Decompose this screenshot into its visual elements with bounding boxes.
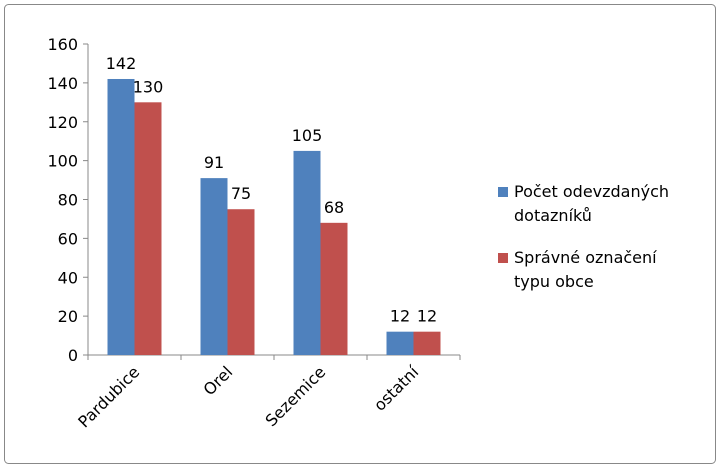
y-tick-label: 0	[68, 346, 78, 365]
y-tick-label: 80	[58, 191, 78, 210]
y-tick-label: 40	[58, 268, 78, 287]
legend-item: Počet odevzdaných dotazníků	[498, 180, 673, 228]
y-tick-label: 60	[58, 229, 78, 248]
legend-swatch	[498, 187, 508, 197]
data-label: 12	[417, 307, 437, 326]
bar	[134, 102, 162, 355]
bar	[320, 222, 348, 355]
legend-item: Správné označení typu obce	[498, 246, 673, 294]
data-label: 91	[204, 153, 224, 172]
data-label: 75	[231, 184, 251, 203]
legend-label: Počet odevzdaných dotazníků	[514, 182, 670, 225]
bar	[227, 209, 255, 355]
bar	[293, 150, 321, 355]
bar	[107, 78, 135, 356]
y-tick-label: 100	[47, 152, 78, 171]
bar	[413, 331, 441, 355]
chart-border	[4, 4, 716, 464]
legend: Počet odevzdaných dotazníků Správné označ…	[498, 180, 673, 312]
data-label: 68	[324, 198, 344, 217]
y-tick-label: 120	[47, 113, 78, 132]
y-tick-label: 160	[47, 35, 78, 54]
bar	[200, 178, 228, 355]
y-tick-label: 140	[47, 74, 78, 93]
y-tick-label: 20	[58, 307, 78, 326]
legend-swatch	[498, 253, 508, 263]
data-label: 105	[292, 126, 323, 145]
bar	[386, 331, 414, 355]
data-label: 142	[106, 54, 137, 73]
data-label: 130	[133, 77, 164, 96]
legend-label: Správné označení typu obce	[514, 248, 657, 291]
data-label: 12	[390, 307, 410, 326]
